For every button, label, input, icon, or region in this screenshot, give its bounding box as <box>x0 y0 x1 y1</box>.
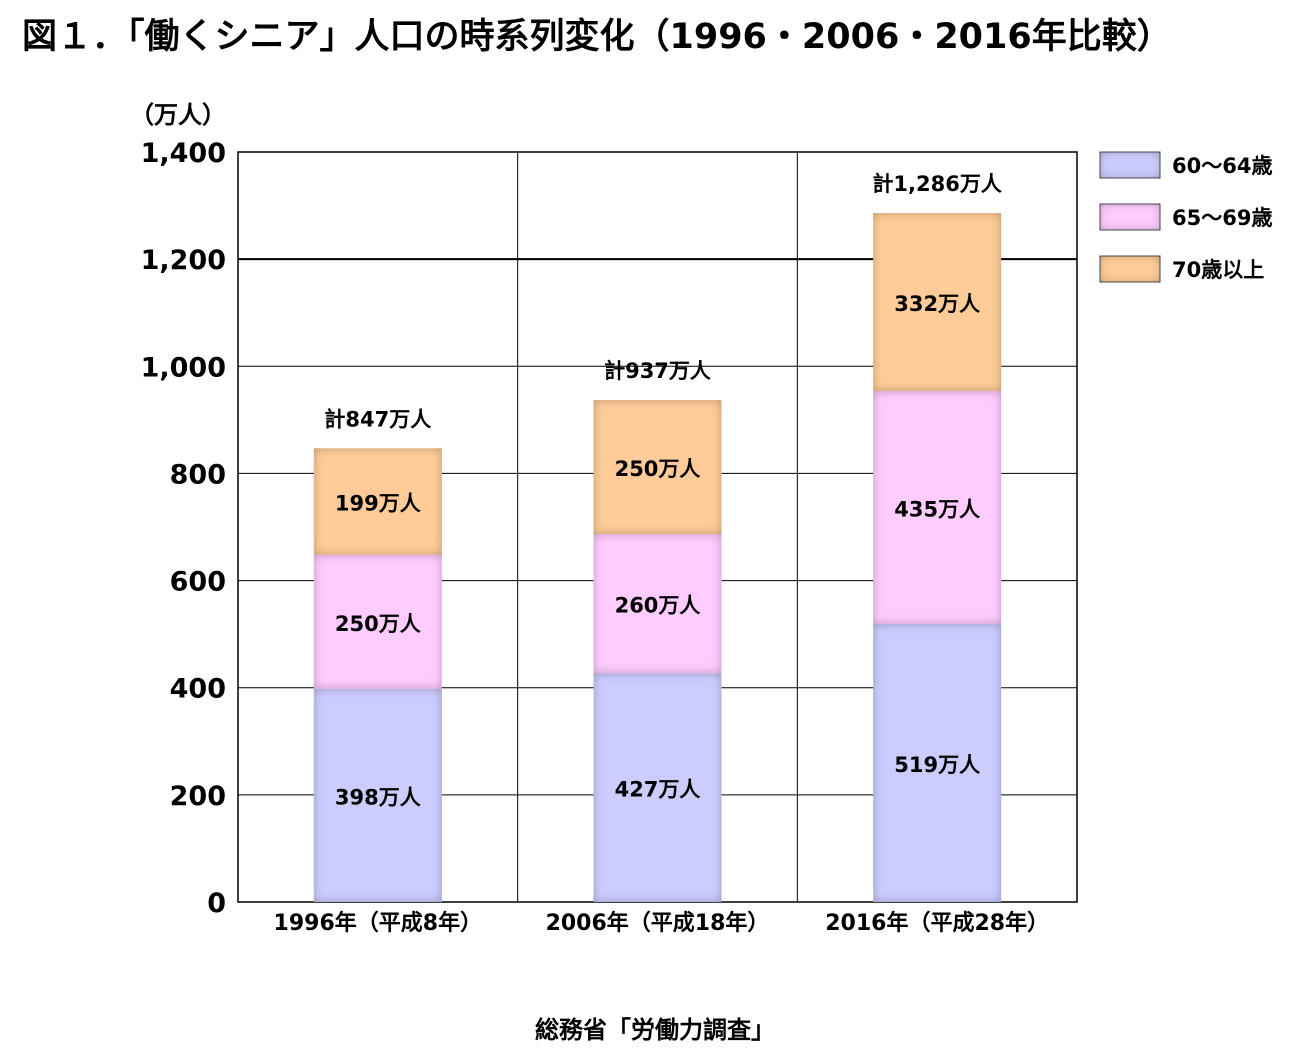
x-tick-label: 2006年（平成18年） <box>546 910 770 936</box>
legend-label: 60～64歳 <box>1172 154 1272 178</box>
stacked-bar-chart: 0 200 400 600 800 1,000 1,200 1,400 （万人） 398万人 25… <box>130 101 1272 936</box>
legend-label: 65～69歳 <box>1172 206 1272 230</box>
total-label: 計847万人 <box>324 407 431 431</box>
legend-label: 70歳以上 <box>1172 258 1264 282</box>
y-tick-label: 1,200 <box>141 245 226 276</box>
bar-value-label: 332万人 <box>894 292 980 316</box>
source-note: 総務省「労働力調査」 <box>535 1016 775 1044</box>
legend-swatch <box>1099 255 1161 283</box>
bar-value-label: 260万人 <box>615 594 701 618</box>
x-axis: 1996年（平成8年） 2006年（平成18年） 2016年（平成28年） <box>274 910 1050 936</box>
bar-segment <box>313 554 442 689</box>
bar-value-label: 250万人 <box>615 457 701 481</box>
y-tick-label: 200 <box>170 781 226 812</box>
x-tick-label: 2016年（平成28年） <box>825 910 1049 936</box>
bar-value-label: 199万人 <box>335 492 421 516</box>
y-tick-label: 1,000 <box>141 352 226 383</box>
legend-swatch <box>1099 151 1161 179</box>
bar-value-label: 519万人 <box>894 753 980 777</box>
chart-title: 図１．「働くシニア」人口の時系列変化（1996・2006・2016年比較） <box>22 17 1172 57</box>
bar-segment <box>873 213 1002 391</box>
bar-segment <box>873 390 1002 624</box>
bar-value-label: 250万人 <box>335 612 421 636</box>
y-axis: 0 200 400 600 800 1,000 1,200 1,400 （万人） <box>130 101 226 919</box>
legend: 60～64歳 65～69歳 70歳以上 <box>1099 151 1272 283</box>
y-axis-unit-label: （万人） <box>130 101 226 129</box>
bar-segment <box>873 623 1002 902</box>
bar-segment <box>593 673 722 902</box>
total-label: 計1,286万人 <box>872 172 1001 196</box>
y-tick-label: 800 <box>170 459 226 490</box>
bar-segment <box>593 533 722 674</box>
x-tick-label: 1996年（平成8年） <box>274 910 483 936</box>
bar-value-label: 398万人 <box>335 785 421 809</box>
bar-value-label: 435万人 <box>894 497 980 521</box>
y-tick-label: 0 <box>207 888 226 919</box>
y-tick-label: 1,400 <box>141 138 226 169</box>
bar-segment <box>313 448 442 555</box>
y-tick-label: 400 <box>170 674 226 705</box>
bars: 398万人 250万人 199万人 計847万人 427万人 260万人 250万人 計937… <box>313 172 1002 902</box>
bar-segment <box>313 688 442 902</box>
legend-swatch <box>1099 203 1161 231</box>
total-label: 計937万人 <box>604 359 711 383</box>
bar-segment <box>593 400 722 534</box>
y-tick-label: 600 <box>170 567 226 598</box>
bar-value-label: 427万人 <box>615 778 701 802</box>
